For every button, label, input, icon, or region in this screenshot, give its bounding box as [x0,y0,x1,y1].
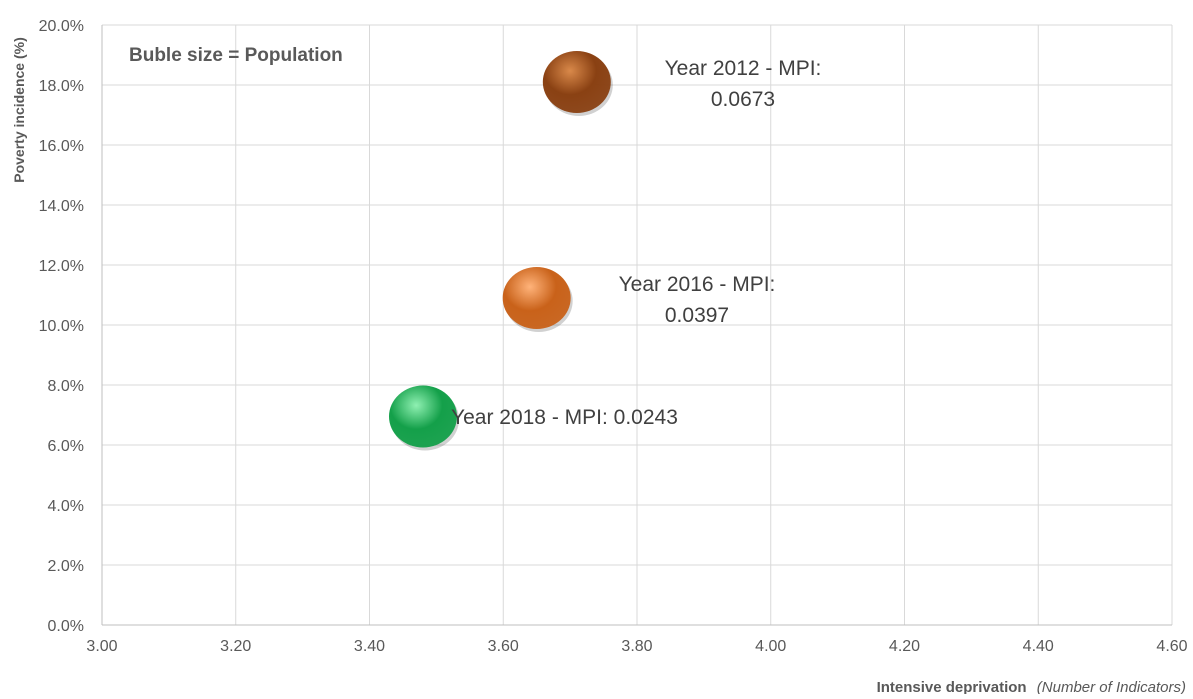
y-tick-label: 18.0% [39,78,84,95]
bubbles [389,51,613,451]
grid-lines [101,24,1173,626]
data-label-line2: 0.0397 [665,304,729,327]
x-axis-label-main: Intensive deprivation [877,679,1027,694]
bubble [502,267,571,329]
x-tick-label: 3.60 [488,638,519,655]
x-tick-label: 4.40 [1023,638,1054,655]
axes [101,25,1172,626]
y-axis-label: Poverty incidence (%) [11,37,27,183]
data-labels: Year 2012 - MPI: 0.0673 Year 2016 - MPI: 0.… [451,57,821,429]
data-label-line2: 0.0673 [711,88,775,111]
x-tick-label: 3.20 [220,638,251,655]
x-tick-label: 3.00 [86,638,117,655]
bubble [389,385,457,448]
x-axis-label-suffix: (Number of Indicators) [1037,679,1186,694]
y-tick-label: 2.0% [48,558,84,575]
y-tick-label: 0.0% [48,618,84,635]
y-tick-label: 12.0% [39,258,84,275]
y-tick-label: 10.0% [39,318,84,335]
y-tick-label: 14.0% [39,198,84,215]
y-tick-label: 16.0% [39,138,84,155]
data-label-line1: Year 2012 - MPI: [665,57,822,80]
x-tick-label: 3.40 [354,638,385,655]
bubble [542,51,611,113]
x-axis-label: Intensive deprivation (Number of Indicat… [877,679,1186,694]
data-label-line1: Year 2016 - MPI: [619,273,776,296]
y-tick-label: 4.0% [48,498,84,515]
x-tick-label: 4.60 [1156,638,1187,655]
x-tick-label: 4.20 [889,638,920,655]
y-tick-label: 20.0% [39,18,84,35]
x-tick-label: 4.00 [755,638,786,655]
y-tick-label: 8.0% [48,378,84,395]
tick-labels: 3.00 3.20 3.40 3.60 3.80 4.00 4.20 4.40 4.60 0.0%… [39,18,1188,655]
chart-annotation: Buble size = Population [129,45,343,66]
data-label-line1: Year 2018 - MPI: 0.0243 [451,406,678,429]
y-tick-label: 6.0% [48,438,84,455]
x-tick-label: 3.80 [621,638,652,655]
